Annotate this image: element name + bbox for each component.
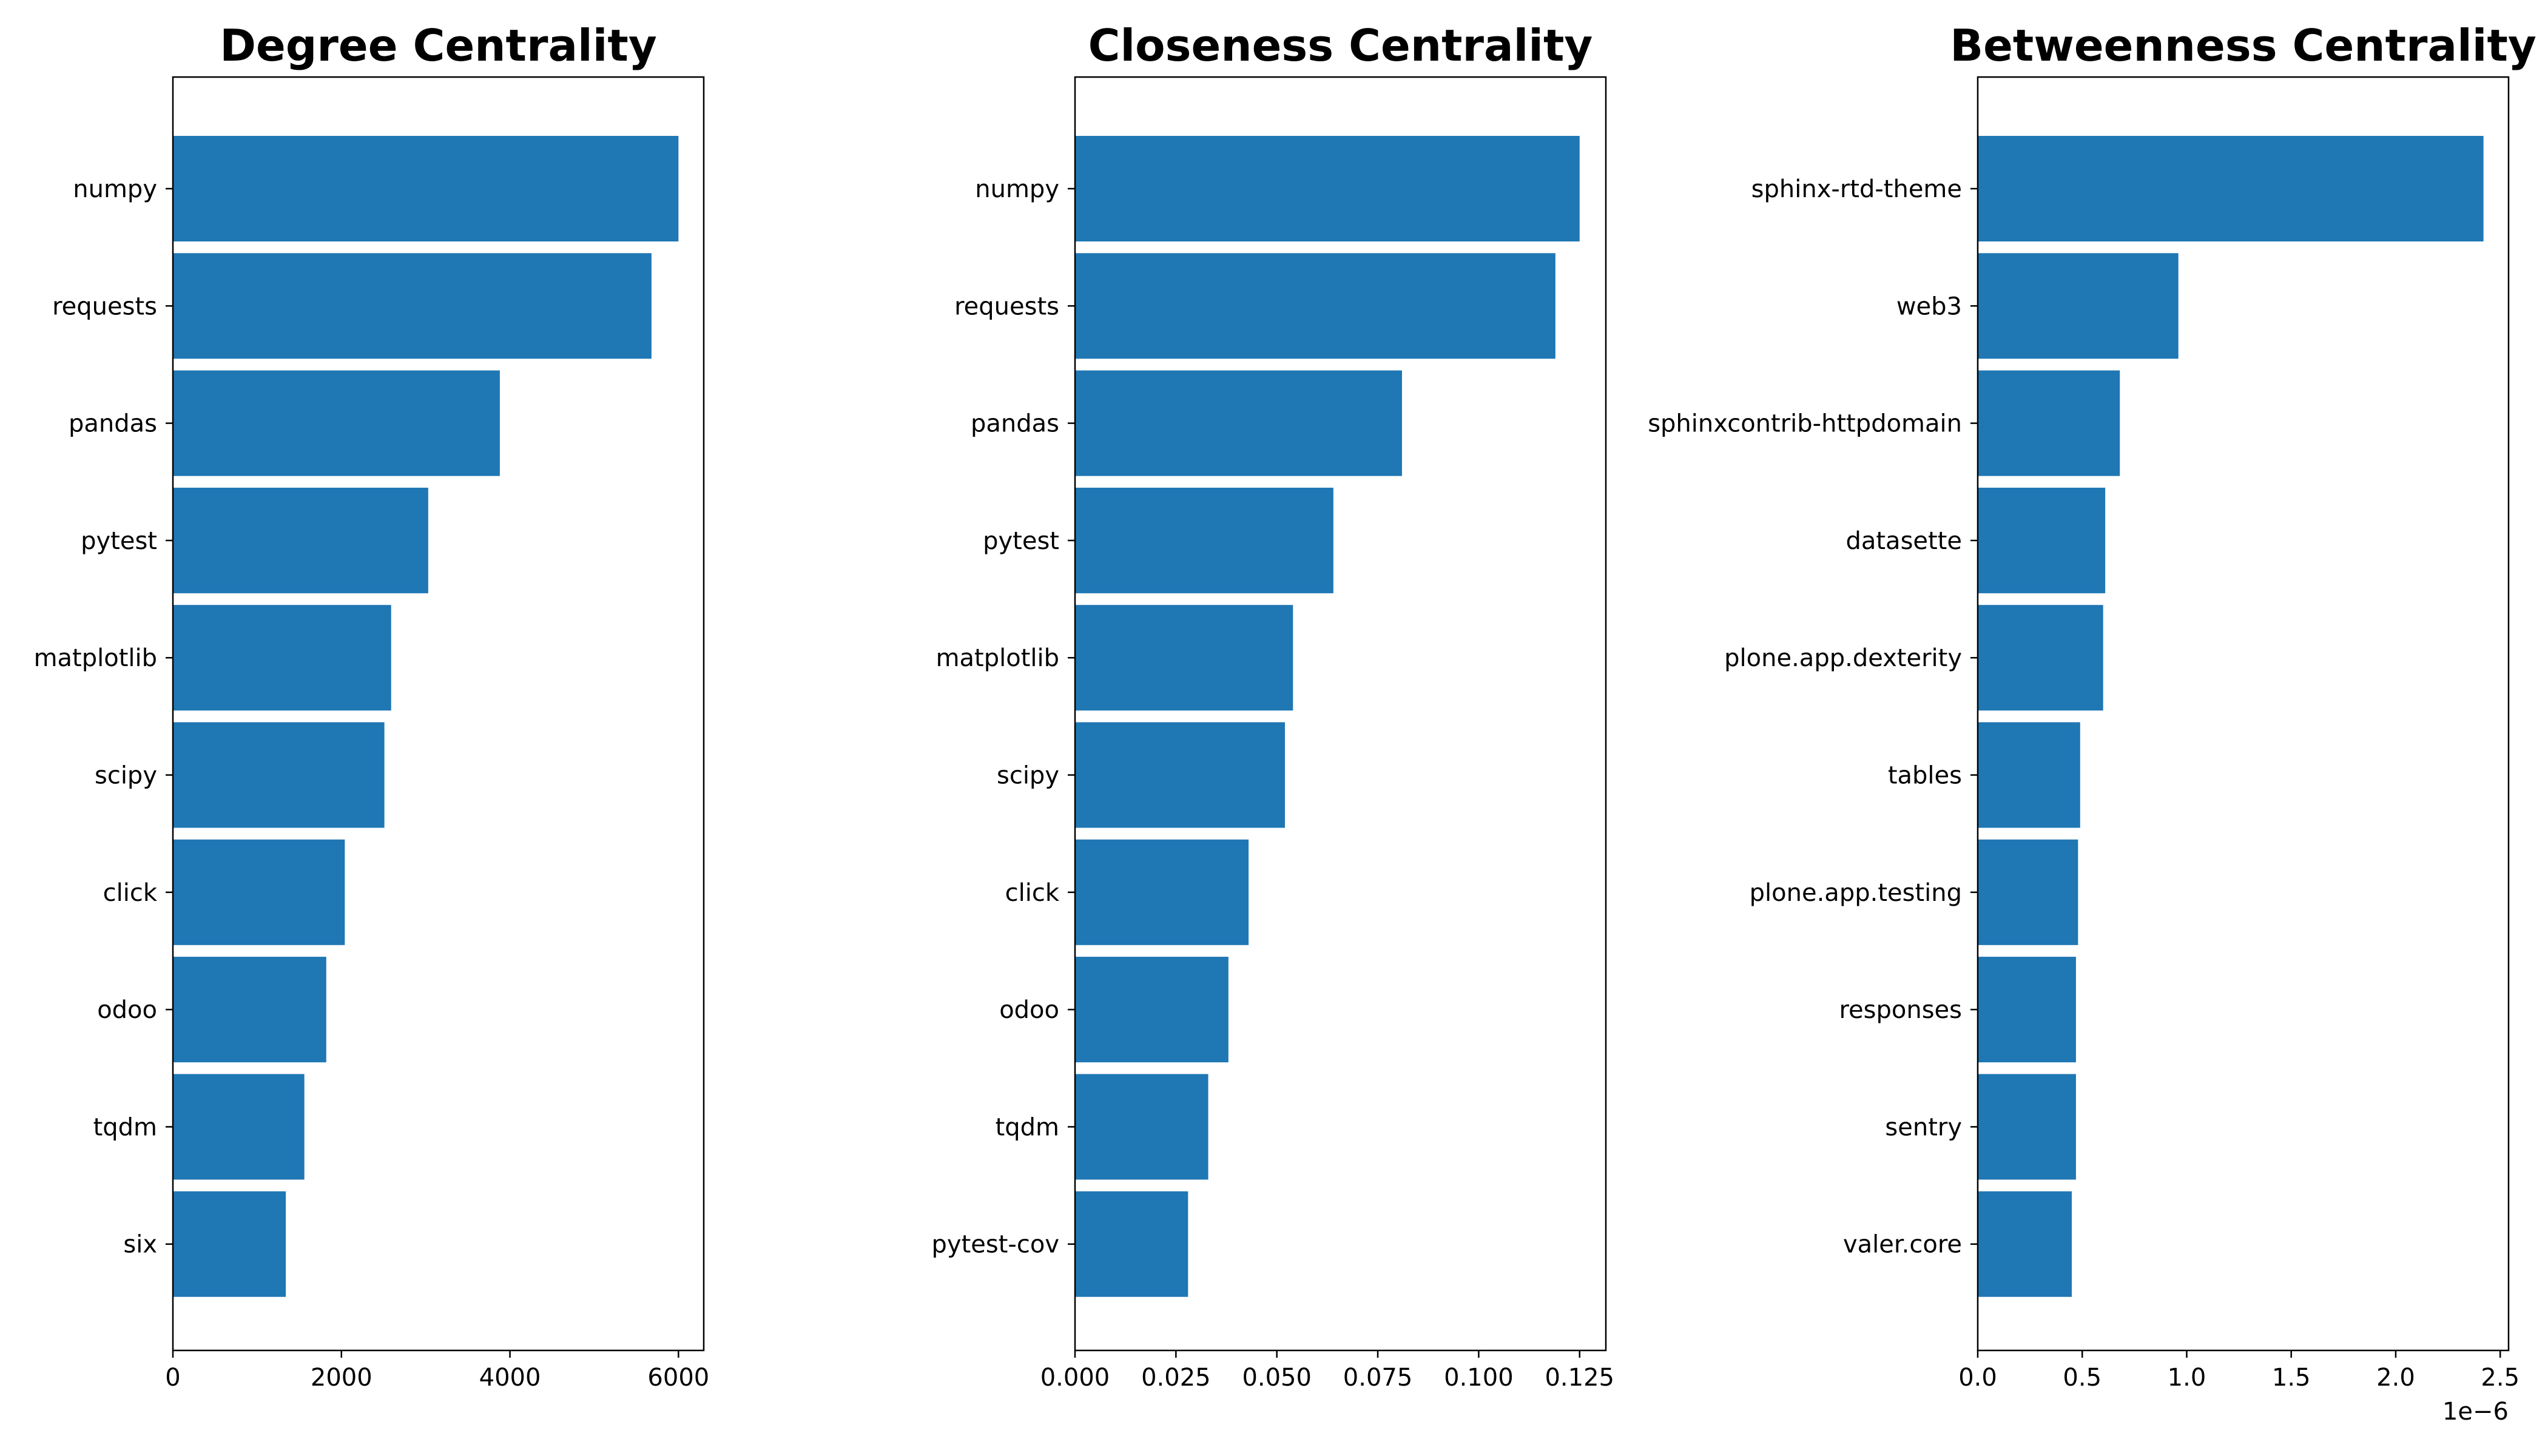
bar-requests [1075,253,1555,359]
bar-click [173,839,345,945]
bar-scipy [1075,722,1286,828]
y-tick-label: requests [954,292,1059,320]
bar-sphinxcontrib-httpdomain [1978,370,2120,476]
y-tick-label: tqdm [93,1113,157,1141]
x-tick-label: 0.100 [1444,1364,1514,1392]
bar-numpy [1075,136,1580,241]
y-tick-label: tqdm [996,1113,1059,1141]
bar-web3 [1978,253,2179,359]
y-tick-label: scipy [997,762,1059,790]
y-tick-label: pytest [983,527,1059,555]
x-axis-offset-label: 1e−6 [2442,1398,2509,1426]
bar-pytest-cov [1075,1191,1188,1297]
bar-plone.app.dexterity [1978,605,2103,711]
y-tick-label: requests [52,292,157,320]
y-tick-label: click [103,879,158,907]
x-tick-label: 0 [165,1364,180,1392]
y-tick-label: pandas [69,410,157,438]
y-tick-label: valer.core [1843,1231,1962,1259]
y-tick-label: pytest [81,527,157,555]
x-tick-label: 2000 [311,1364,372,1392]
x-tick-label: 0.125 [1545,1364,1614,1392]
y-tick-label: responses [1839,996,1962,1024]
chart-title: Degree Centrality [220,20,657,71]
x-tick-label: 6000 [647,1364,709,1392]
bar-pytest [173,487,428,593]
chart-title: Betweenness Centrality [1950,20,2536,71]
x-tick-label: 0.000 [1040,1364,1110,1392]
y-tick-label: web3 [1896,292,1962,320]
x-tick-label: 1.0 [2168,1364,2206,1392]
bar-valer.core [1978,1191,2072,1297]
bar-responses [1978,957,2076,1063]
axes-frame [172,76,705,1352]
y-tick-label: numpy [975,175,1059,203]
chart-panel-2: Closeness Centrality numpy requests pandas p… [932,20,1614,1392]
y-tick-label: scipy [95,762,157,790]
chart-title: Closeness Centrality [1088,20,1593,71]
y-tick-label: numpy [73,175,157,203]
axes-frame [1074,76,1607,1352]
y-tick-label: plone.app.testing [1750,879,1962,907]
x-tick-label: 0.075 [1343,1364,1413,1392]
y-tick-label: plone.app.dexterity [1724,644,1962,672]
bar-requests [173,253,652,359]
bar-matplotlib [173,605,391,711]
bar-tables [1978,722,2080,828]
bar-pytest [1075,487,1333,593]
bar-six [173,1191,286,1297]
chart-panel-1: Degree Centrality numpy requests pandas pyte… [34,20,710,1392]
chart-panel-3: Betweenness Centrality sphinx-rtd-theme we… [1648,20,2536,1426]
y-tick-label: tables [1888,762,1962,790]
y-tick-label: matplotlib [34,644,157,672]
axes-frame [1977,76,2510,1352]
y-tick-label: sentry [1885,1113,1962,1141]
bar-pandas [1075,370,1402,476]
y-tick-label: click [1005,879,1060,907]
y-tick-label: matplotlib [936,644,1059,672]
x-tick-label: 0.5 [2063,1364,2101,1392]
y-tick-label: pytest-cov [932,1231,1059,1259]
bar-sentry [1978,1074,2076,1180]
bar-pandas [173,370,500,476]
y-tick-label: sphinx-rtd-theme [1751,175,1962,203]
x-tick-label: 0.025 [1141,1364,1211,1392]
x-tick-label: 2.0 [2376,1364,2415,1392]
x-tick-label: 2.5 [2481,1364,2519,1392]
x-tick-label: 1.5 [2272,1364,2311,1392]
x-tick-label: 4000 [479,1364,541,1392]
bar-odoo [1075,957,1228,1063]
x-tick-label: 0.050 [1242,1364,1312,1392]
bar-odoo [173,957,326,1063]
bar-numpy [173,136,679,241]
x-tick-label: 0.0 [1958,1364,1997,1392]
y-tick-label: odoo [999,996,1059,1024]
bar-plone.app.testing [1978,839,2078,945]
bar-scipy [173,722,385,828]
bar-datasette [1978,487,2106,593]
bar-tqdm [1075,1074,1208,1180]
bar-tqdm [173,1074,305,1180]
y-tick-label: six [123,1231,157,1259]
bar-matplotlib [1075,605,1293,711]
bar-click [1075,839,1249,945]
y-tick-label: datasette [1845,527,1962,555]
y-tick-label: pandas [971,410,1059,438]
y-tick-label: odoo [97,996,157,1024]
bar-sphinx-rtd-theme [1978,136,2484,241]
y-tick-label: sphinxcontrib-httpdomain [1648,410,1962,438]
